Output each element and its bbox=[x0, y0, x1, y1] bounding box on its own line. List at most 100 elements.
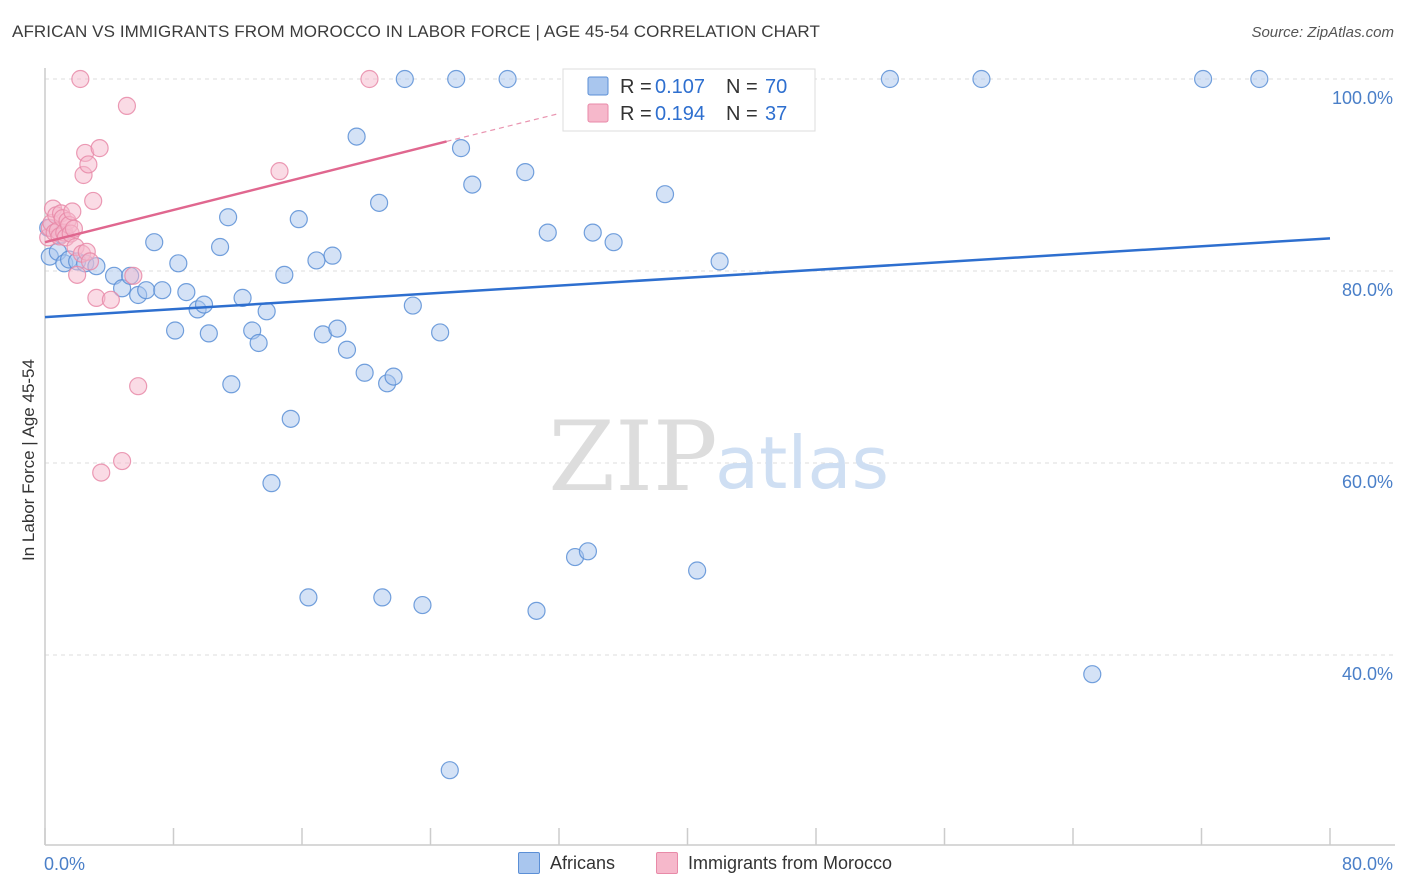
point-africans bbox=[384, 367, 403, 386]
point-morocco bbox=[112, 451, 132, 471]
n-value-africans: 70 bbox=[765, 76, 787, 98]
trend-line-morocco-extension bbox=[446, 112, 560, 142]
point-morocco bbox=[79, 155, 98, 174]
trend-lines bbox=[44, 112, 1331, 319]
point-morocco bbox=[117, 96, 137, 115]
legend-item-morocco: Immigrants from Morocco bbox=[656, 852, 892, 874]
point-africans bbox=[177, 283, 196, 302]
point-africans bbox=[262, 474, 281, 493]
trend-line-africans bbox=[44, 237, 1331, 319]
r-label-africans: R = bbox=[620, 76, 652, 98]
point-africans bbox=[299, 588, 318, 607]
watermark-atlas: atlas bbox=[715, 421, 889, 505]
legend-label-africans: Africans bbox=[550, 852, 616, 873]
point-africans bbox=[323, 246, 342, 265]
point-africans bbox=[145, 233, 164, 252]
point-africans bbox=[538, 223, 557, 242]
point-morocco bbox=[101, 290, 120, 309]
point-africans bbox=[281, 409, 300, 428]
r-label-morocco: R = bbox=[620, 103, 652, 125]
point-africans bbox=[233, 288, 252, 307]
point-africans bbox=[210, 237, 230, 257]
legend-swatch-morocco-bottom bbox=[656, 852, 678, 874]
point-africans bbox=[395, 69, 414, 89]
point-africans bbox=[137, 281, 156, 300]
point-africans bbox=[447, 69, 466, 89]
point-africans bbox=[583, 223, 602, 242]
point-africans bbox=[578, 542, 598, 561]
point-africans bbox=[1194, 69, 1213, 89]
point-africans bbox=[289, 210, 308, 229]
legend-swatch-africans bbox=[587, 76, 609, 96]
point-africans bbox=[440, 761, 459, 780]
point-africans bbox=[219, 208, 238, 227]
y-tick-label: 60.0% bbox=[1342, 472, 1393, 492]
point-africans bbox=[199, 324, 218, 343]
point-africans bbox=[194, 295, 214, 314]
n-label-morocco: N = bbox=[726, 103, 758, 125]
point-africans bbox=[463, 175, 482, 194]
point-africans bbox=[498, 69, 517, 89]
n-value-morocco: 37 bbox=[765, 103, 787, 125]
point-africans bbox=[337, 340, 357, 359]
point-africans bbox=[880, 69, 899, 89]
legend-swatch-africans-bottom bbox=[518, 852, 540, 874]
point-africans bbox=[275, 265, 294, 284]
x-tick-label: 0.0% bbox=[44, 854, 85, 874]
point-africans bbox=[355, 363, 374, 382]
point-africans bbox=[451, 139, 471, 158]
stats-legend: R = 0.107 N = 70 R = 0.194 N = 37 bbox=[562, 68, 816, 132]
point-morocco bbox=[129, 377, 148, 396]
point-africans bbox=[403, 296, 422, 315]
legend-swatch-morocco bbox=[587, 103, 609, 123]
axes bbox=[44, 68, 1395, 846]
r-value-morocco: 0.194 bbox=[655, 103, 705, 125]
y-tick-label: 40.0% bbox=[1342, 664, 1393, 684]
point-morocco bbox=[270, 162, 289, 181]
gridlines bbox=[45, 78, 1395, 656]
point-africans bbox=[431, 323, 450, 342]
point-morocco bbox=[84, 191, 103, 211]
point-africans bbox=[604, 233, 623, 252]
source-credit: Source: ZipAtlas.com bbox=[1251, 24, 1394, 41]
point-morocco bbox=[360, 69, 379, 89]
y-tick-label: 100.0% bbox=[1332, 88, 1393, 108]
point-morocco bbox=[92, 463, 111, 482]
watermark-zip: ZIP bbox=[548, 401, 717, 513]
point-morocco bbox=[68, 265, 87, 284]
point-africans bbox=[413, 595, 432, 615]
point-africans bbox=[516, 163, 535, 182]
legend-item-africans: Africans bbox=[518, 852, 615, 874]
point-morocco bbox=[71, 69, 90, 89]
point-africans bbox=[527, 601, 546, 620]
point-africans bbox=[307, 251, 326, 270]
point-morocco bbox=[63, 202, 82, 221]
tick-labels: 100.0% 80.0% 60.0% 40.0% 0.0% 80.0% bbox=[44, 88, 1393, 874]
point-africans bbox=[1083, 665, 1102, 684]
point-africans bbox=[655, 185, 675, 204]
point-africans bbox=[370, 193, 389, 212]
point-africans bbox=[153, 281, 172, 300]
point-africans bbox=[1250, 69, 1269, 89]
point-africans bbox=[688, 561, 707, 580]
point-africans bbox=[169, 254, 188, 273]
point-africans bbox=[328, 319, 347, 338]
point-morocco bbox=[80, 252, 100, 271]
chart-title: AFRICAN VS IMMIGRANTS FROM MOROCCO IN LA… bbox=[12, 22, 820, 41]
point-africans bbox=[166, 321, 185, 340]
r-value-africans: 0.107 bbox=[655, 76, 705, 98]
trend-line-morocco bbox=[44, 140, 447, 244]
point-africans bbox=[710, 252, 729, 271]
point-africans bbox=[222, 375, 241, 394]
point-africans bbox=[249, 333, 268, 353]
point-morocco bbox=[124, 266, 143, 285]
n-label-africans: N = bbox=[726, 76, 758, 98]
point-africans bbox=[972, 69, 991, 89]
y-tick-label: 80.0% bbox=[1342, 280, 1393, 300]
legend-label-morocco: Immigrants from Morocco bbox=[688, 852, 893, 873]
point-africans bbox=[347, 127, 366, 146]
point-morocco bbox=[90, 139, 109, 158]
point-africans bbox=[373, 588, 392, 607]
watermark: ZIP atlas bbox=[548, 401, 889, 513]
